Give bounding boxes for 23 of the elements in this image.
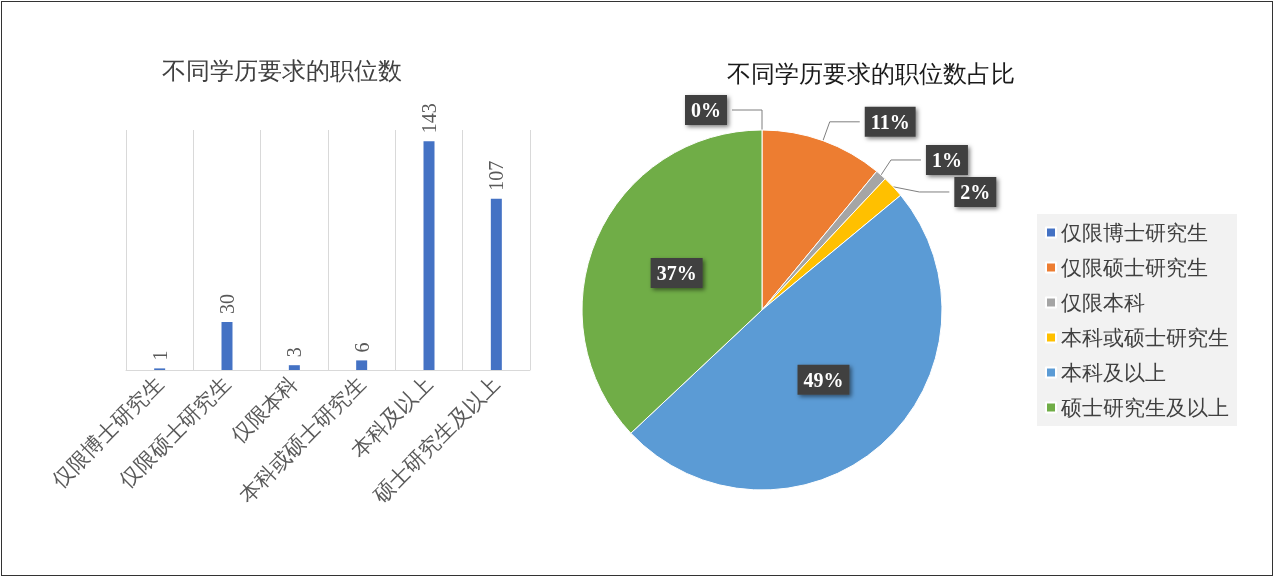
bar bbox=[356, 360, 368, 370]
legend-label: 本科或硕士研究生 bbox=[1061, 325, 1229, 350]
data-label: 1 bbox=[148, 350, 171, 361]
chart-title: 不同学历要求的职位数占比 bbox=[727, 61, 1015, 87]
data-label: 11% bbox=[870, 110, 910, 133]
bar bbox=[288, 365, 300, 370]
data-label: 2% bbox=[960, 180, 991, 203]
data-label: 37% bbox=[656, 262, 697, 285]
legend-label: 仅限博士研究生 bbox=[1061, 220, 1208, 245]
bar bbox=[423, 141, 435, 370]
legend-label: 仅限本科 bbox=[1061, 290, 1145, 315]
data-label: 107 bbox=[485, 160, 508, 191]
data-label: 143 bbox=[418, 103, 440, 134]
data-label: 30 bbox=[216, 294, 238, 314]
data-label: 6 bbox=[350, 342, 373, 353]
chart-title: 不同学历要求的职位数 bbox=[162, 58, 402, 84]
data-label: 3 bbox=[283, 347, 306, 358]
legend-label: 仅限硕士研究生 bbox=[1061, 255, 1208, 280]
data-label: 49% bbox=[803, 368, 844, 391]
data-label: 1% bbox=[931, 148, 962, 171]
text: 0% bbox=[691, 99, 721, 121]
bar bbox=[490, 198, 502, 370]
bar bbox=[221, 322, 233, 370]
